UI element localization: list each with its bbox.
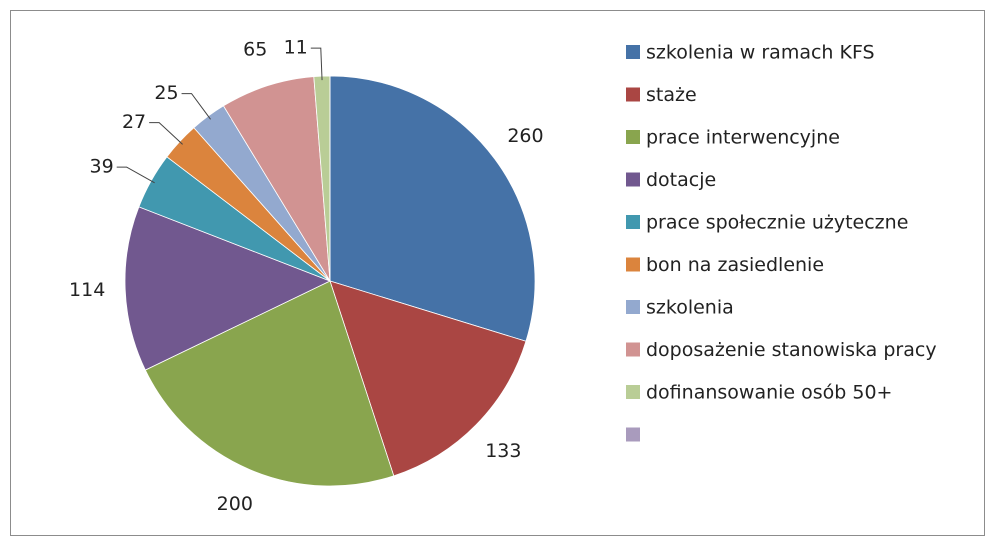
data-label: 114 xyxy=(69,279,105,301)
legend-swatch xyxy=(626,342,640,357)
legend-swatch xyxy=(626,385,640,399)
legend-label: szkolenia xyxy=(646,297,734,319)
legend-swatch xyxy=(626,215,640,229)
leader-line xyxy=(181,93,211,120)
legend-label: prace społecznie użyteczne xyxy=(646,212,908,234)
legend-swatch xyxy=(626,300,640,314)
pie-slice xyxy=(222,76,331,282)
legend-label: bon na zasiedlenie xyxy=(646,254,824,276)
legend-swatch xyxy=(626,130,640,144)
pie-slice xyxy=(144,280,395,487)
data-label: 11 xyxy=(284,37,308,59)
pie-slice xyxy=(329,75,536,342)
data-label: 133 xyxy=(485,440,521,462)
legend-swatch xyxy=(626,172,640,187)
leader-line xyxy=(116,166,155,184)
legend-swatch xyxy=(626,257,640,272)
legend-label: szkolenia w ramach KFS xyxy=(646,42,875,64)
data-label: 25 xyxy=(154,82,178,104)
legend-label: dofinansowanie osób 50+ xyxy=(646,382,892,404)
leader-line xyxy=(310,47,323,81)
legend-label: doposażenie stanowiska pracy xyxy=(646,339,937,361)
legend-label: prace interwencyjne xyxy=(646,127,840,149)
data-label: 260 xyxy=(507,125,543,147)
legend-swatch xyxy=(626,87,640,102)
legend-swatch xyxy=(626,427,640,442)
legend-swatch xyxy=(626,45,640,59)
legend-label: staże xyxy=(646,84,697,106)
data-label: 200 xyxy=(217,493,253,515)
data-label: 39 xyxy=(90,156,114,178)
data-label: 27 xyxy=(122,111,146,133)
legend-label: dotacje xyxy=(646,169,716,191)
data-label: 65 xyxy=(243,38,267,60)
pie-slice xyxy=(329,280,527,477)
leader-line xyxy=(149,122,183,145)
pie-slice xyxy=(124,206,332,371)
